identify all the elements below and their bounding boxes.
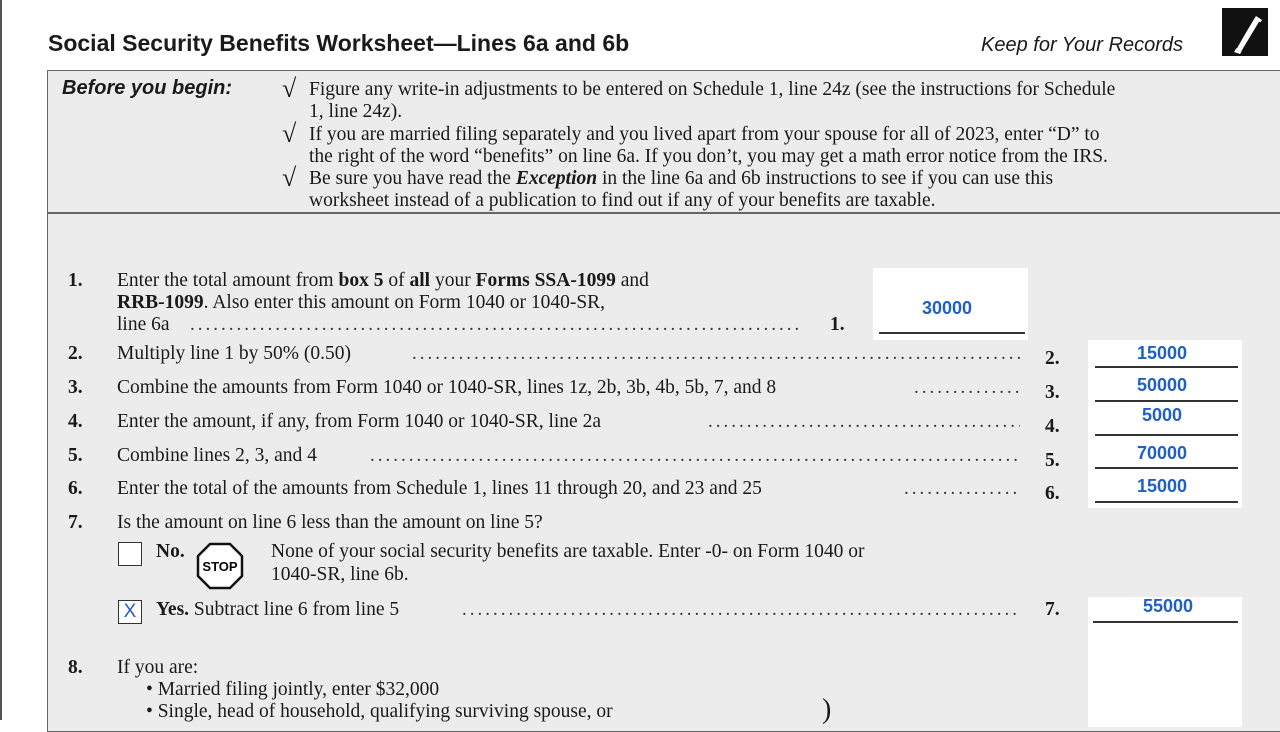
- line-4-value[interactable]: 5000: [1141, 405, 1183, 425]
- line-1-text-end: line 6a: [117, 314, 170, 335]
- underline: [1095, 467, 1238, 469]
- checkmark-icon: √: [282, 163, 297, 192]
- leader-dots: ..............................: [904, 478, 1020, 499]
- no-checkbox[interactable]: [118, 542, 142, 566]
- line-1-value[interactable]: 30000: [921, 298, 973, 318]
- before-item-2-cont: the right of the word “benefits” on line…: [309, 146, 1108, 167]
- bullet-item: • Married filing jointly, enter $32,000: [146, 679, 440, 700]
- yes-text: Yes. Subtract line 6 from line 5: [156, 599, 400, 620]
- keep-records-note: Keep for Your Records: [981, 34, 1183, 56]
- before-item-1-cont: 1, line 24z).: [309, 101, 403, 122]
- line-ref: 7.: [1045, 599, 1060, 620]
- frame-border: [0, 0, 2, 720]
- no-text-cont: 1040-SR, line 6b.: [271, 564, 409, 585]
- underline: [1095, 501, 1238, 503]
- section-divider: [47, 212, 1280, 214]
- yes-checkbox[interactable]: X: [118, 600, 142, 624]
- line-8-text: If you are:: [117, 657, 199, 678]
- pen-icon: [1222, 8, 1268, 56]
- line-7-question: Is the amount on line 6 less than the am…: [117, 512, 543, 533]
- line-3-value[interactable]: 50000: [1136, 375, 1188, 395]
- line-number: 8.: [68, 657, 83, 678]
- line-number: 5.: [68, 445, 83, 466]
- leader-dots: ........................................…: [412, 343, 1020, 364]
- underline: [1095, 400, 1238, 402]
- line-1-text-cont: RRB-1099. Also enter this amount on Form…: [117, 292, 606, 313]
- line-ref: 2.: [1045, 348, 1060, 369]
- underline: [1093, 621, 1238, 623]
- line-6-text: Enter the total of the amounts from Sche…: [117, 478, 762, 499]
- brace: ): [822, 694, 832, 725]
- line-ref: 6.: [1045, 483, 1060, 504]
- before-item-3-cont: worksheet instead of a publication to fi…: [309, 190, 936, 211]
- line-4-text: Enter the amount, if any, from Form 1040…: [117, 411, 601, 432]
- no-text: None of your social security benefits ar…: [271, 541, 865, 562]
- bullet-item: • Single, head of household, qualifying …: [146, 701, 613, 722]
- leader-dots: ..............................: [914, 377, 1020, 398]
- line-number: 7.: [68, 512, 83, 533]
- line-6-value[interactable]: 15000: [1136, 476, 1188, 496]
- before-item-1: Figure any write-in adjustments to be en…: [309, 79, 1116, 100]
- line-number: 1.: [68, 270, 83, 291]
- answer-column: [1088, 340, 1242, 508]
- line-ref: 1.: [830, 314, 845, 335]
- line-number: 6.: [68, 478, 83, 499]
- line-5-value[interactable]: 70000: [1136, 443, 1188, 463]
- line-number: 3.: [68, 377, 83, 398]
- line-ref: 4.: [1045, 416, 1060, 437]
- line-3-text: Combine the amounts from Form 1040 or 10…: [117, 377, 777, 398]
- stop-sign-icon: STOP: [196, 542, 244, 590]
- before-you-begin-label: Before you begin:: [62, 77, 233, 99]
- before-item-2: If you are married filing separately and…: [309, 124, 1100, 145]
- line-1-text: Enter the total amount from box 5 of all…: [117, 270, 649, 291]
- line-ref: 3.: [1045, 382, 1060, 403]
- before-item-3: Be sure you have read the Exception in t…: [309, 168, 1054, 189]
- underline: [1095, 366, 1238, 368]
- line-7-value[interactable]: 55000: [1142, 596, 1194, 616]
- underline: [1095, 434, 1238, 436]
- leader-dots: ........................................…: [708, 411, 1020, 432]
- no-label: No.: [156, 541, 185, 562]
- line-7-box: [1088, 597, 1242, 727]
- svg-text:STOP: STOP: [202, 559, 237, 574]
- line-ref: 5.: [1045, 450, 1060, 471]
- checkmark-icon: √: [282, 74, 297, 103]
- leader-dots: ........................................…: [462, 599, 1020, 620]
- line-2-value[interactable]: 15000: [1136, 343, 1188, 363]
- line-2-text: Multiply line 1 by 50% (0.50): [117, 343, 351, 364]
- page-title: Social Security Benefits Worksheet—Lines…: [48, 30, 630, 56]
- underline: [879, 332, 1025, 334]
- leader-dots: ........................................…: [370, 445, 1020, 466]
- leader-dots: ........................................…: [190, 314, 802, 335]
- line-5-text: Combine lines 2, 3, and 4: [117, 445, 317, 466]
- line-number: 4.: [68, 411, 83, 432]
- line-number: 2.: [68, 343, 83, 364]
- line-1-box: [873, 268, 1028, 340]
- checkmark-icon: √: [282, 119, 297, 148]
- worksheet-box: [47, 70, 1280, 732]
